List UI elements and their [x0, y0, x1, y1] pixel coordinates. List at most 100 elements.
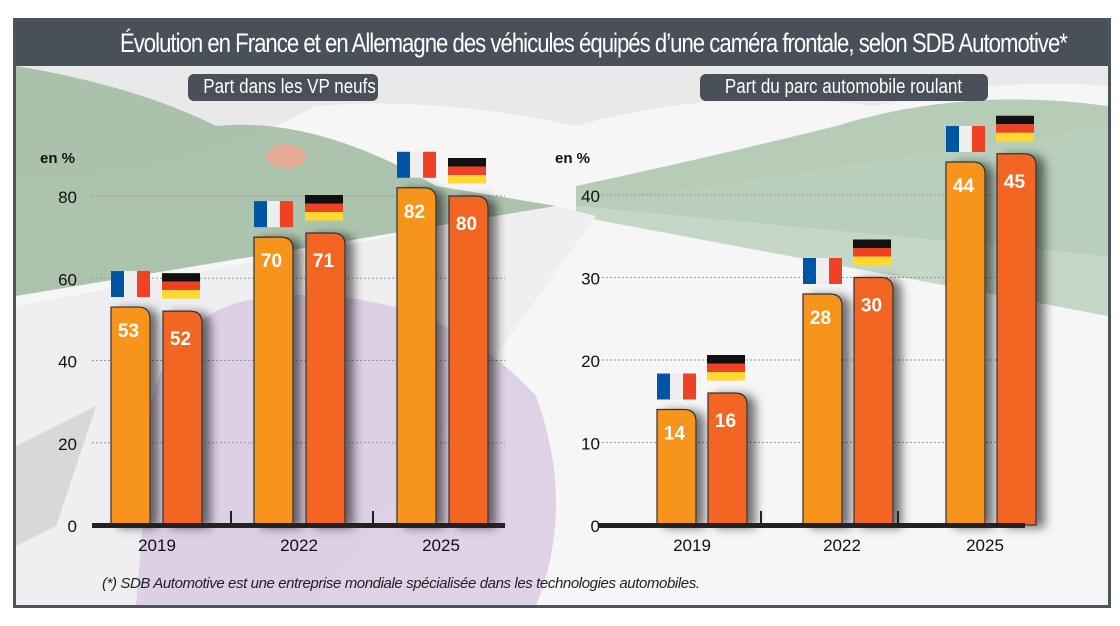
y-tick-label: 20: [581, 352, 600, 371]
bar-charts: en % 0 20 40 60 80 53 52 2019 70 71 2022 82 80 2025 en …: [40, 115, 1037, 555]
data-label: 80: [456, 214, 477, 235]
bar-allemagne-2019: [707, 392, 748, 526]
bar-allemagne-2019: [162, 310, 203, 526]
flag-stripe: [816, 258, 829, 284]
flag-stripe: [448, 175, 486, 184]
flag-stripe: [853, 256, 891, 265]
data-label: 16: [715, 411, 736, 432]
x-axis-tick: [760, 511, 762, 525]
flag-stripe: [111, 271, 124, 298]
bar-france-2025: [396, 187, 437, 526]
flag-stripe: [448, 166, 486, 175]
flag-stripe: [267, 201, 280, 228]
y-tick-label: 80: [58, 188, 77, 207]
data-label: 82: [404, 202, 425, 223]
flag-stripe: [972, 126, 985, 152]
flag-stripe: [946, 126, 959, 152]
flag-stripe: [657, 373, 670, 400]
germany-flag-icon: [305, 195, 343, 221]
germany-flag-icon: [448, 158, 486, 184]
flag-stripe: [996, 124, 1034, 133]
bar-france-2025: [945, 161, 986, 526]
flag-stripe: [254, 201, 267, 228]
flag-stripe: [124, 271, 137, 298]
x-tick-label: 2025: [422, 536, 460, 555]
flag-stripe: [410, 151, 423, 178]
y-tick-label: 0: [591, 517, 600, 536]
flag-stripe: [707, 372, 745, 381]
france-flag-icon: [657, 373, 696, 400]
y-tick-label: 0: [68, 517, 77, 536]
x-axis-tick: [897, 511, 899, 525]
germany-flag-icon: [996, 115, 1034, 142]
y-tick-label: 20: [58, 435, 77, 454]
flag-stripe: [305, 195, 343, 204]
bar-allemagne-2025: [996, 153, 1037, 526]
flag-stripe: [280, 201, 293, 228]
chart-title: Évolution en France et en Allemagne des …: [119, 28, 1068, 58]
y-axis-unit-label: en %: [40, 150, 75, 167]
x-tick-label: 2019: [673, 536, 711, 555]
france-flag-icon: [111, 271, 150, 298]
bar-france-2019: [656, 408, 697, 526]
flag-stripe: [683, 373, 696, 400]
data-label: 30: [861, 296, 882, 317]
x-tick-label: 2019: [138, 536, 176, 555]
x-axis-baseline: [92, 523, 505, 528]
flag-stripe: [397, 151, 410, 178]
flag-stripe: [853, 239, 891, 248]
flag-stripe: [137, 271, 150, 298]
y-tick-label: 40: [58, 353, 77, 372]
germany-flag-icon: [707, 355, 745, 381]
data-label: 14: [664, 424, 686, 445]
data-label: 45: [1004, 172, 1026, 193]
x-tick-label: 2025: [966, 536, 1004, 555]
infographic-frame: Évolution en France et en Allemagne des …: [13, 18, 1111, 608]
footnote: (*) SDB Automotive est une entreprise mo…: [102, 575, 700, 592]
bar-france-2022: [802, 293, 843, 526]
flag-stripe: [803, 258, 816, 284]
flag-stripe: [853, 248, 891, 257]
bar-france-2019: [110, 306, 151, 526]
x-axis-tick: [372, 511, 374, 525]
flag-stripe: [162, 273, 200, 282]
left-chart-title: Part dans les VP neufs: [188, 74, 378, 101]
title-bar: Évolution en France et en Allemagne des …: [16, 21, 1108, 66]
flag-stripe: [423, 151, 436, 178]
right-chart-title-text: Part du parc automobile roulant: [725, 76, 963, 98]
data-label: 70: [261, 251, 282, 272]
data-label: 44: [953, 176, 975, 197]
flag-stripe: [996, 115, 1034, 125]
flag-stripe: [959, 126, 972, 152]
left-chart-title-text: Part dans les VP neufs: [203, 76, 376, 98]
bar-france-2022: [253, 236, 294, 526]
france-flag-icon: [397, 151, 436, 178]
data-label: 28: [810, 308, 831, 329]
x-axis-baseline: [598, 523, 1025, 528]
flag-stripe: [996, 132, 1034, 142]
bar-allemagne-2022: [305, 232, 346, 526]
x-tick-label: 2022: [280, 536, 318, 555]
flag-stripe: [707, 355, 745, 364]
data-label: 53: [118, 321, 139, 342]
flag-stripe: [305, 203, 343, 213]
bar-allemagne-2022: [853, 276, 894, 526]
right-chart-title: Part du parc automobile roulant: [700, 74, 988, 101]
france-flag-icon: [803, 258, 842, 284]
y-tick-label: 40: [581, 187, 600, 206]
flag-stripe: [162, 290, 200, 299]
x-tick-label: 2022: [823, 536, 861, 555]
y-tick-label: 10: [581, 435, 600, 454]
france-flag-icon: [254, 201, 293, 228]
bar-allemagne-2025: [448, 195, 489, 526]
x-axis-tick: [230, 511, 232, 525]
y-tick-label: 30: [581, 270, 600, 289]
data-label: 71: [313, 251, 335, 272]
flag-stripe: [707, 363, 745, 372]
y-tick-label: 60: [58, 270, 77, 289]
flag-stripe: [162, 281, 200, 291]
flag-stripe: [448, 158, 486, 167]
flag-stripe: [670, 373, 683, 400]
y-axis-unit-label: en %: [555, 150, 590, 167]
data-label: 52: [170, 329, 191, 350]
